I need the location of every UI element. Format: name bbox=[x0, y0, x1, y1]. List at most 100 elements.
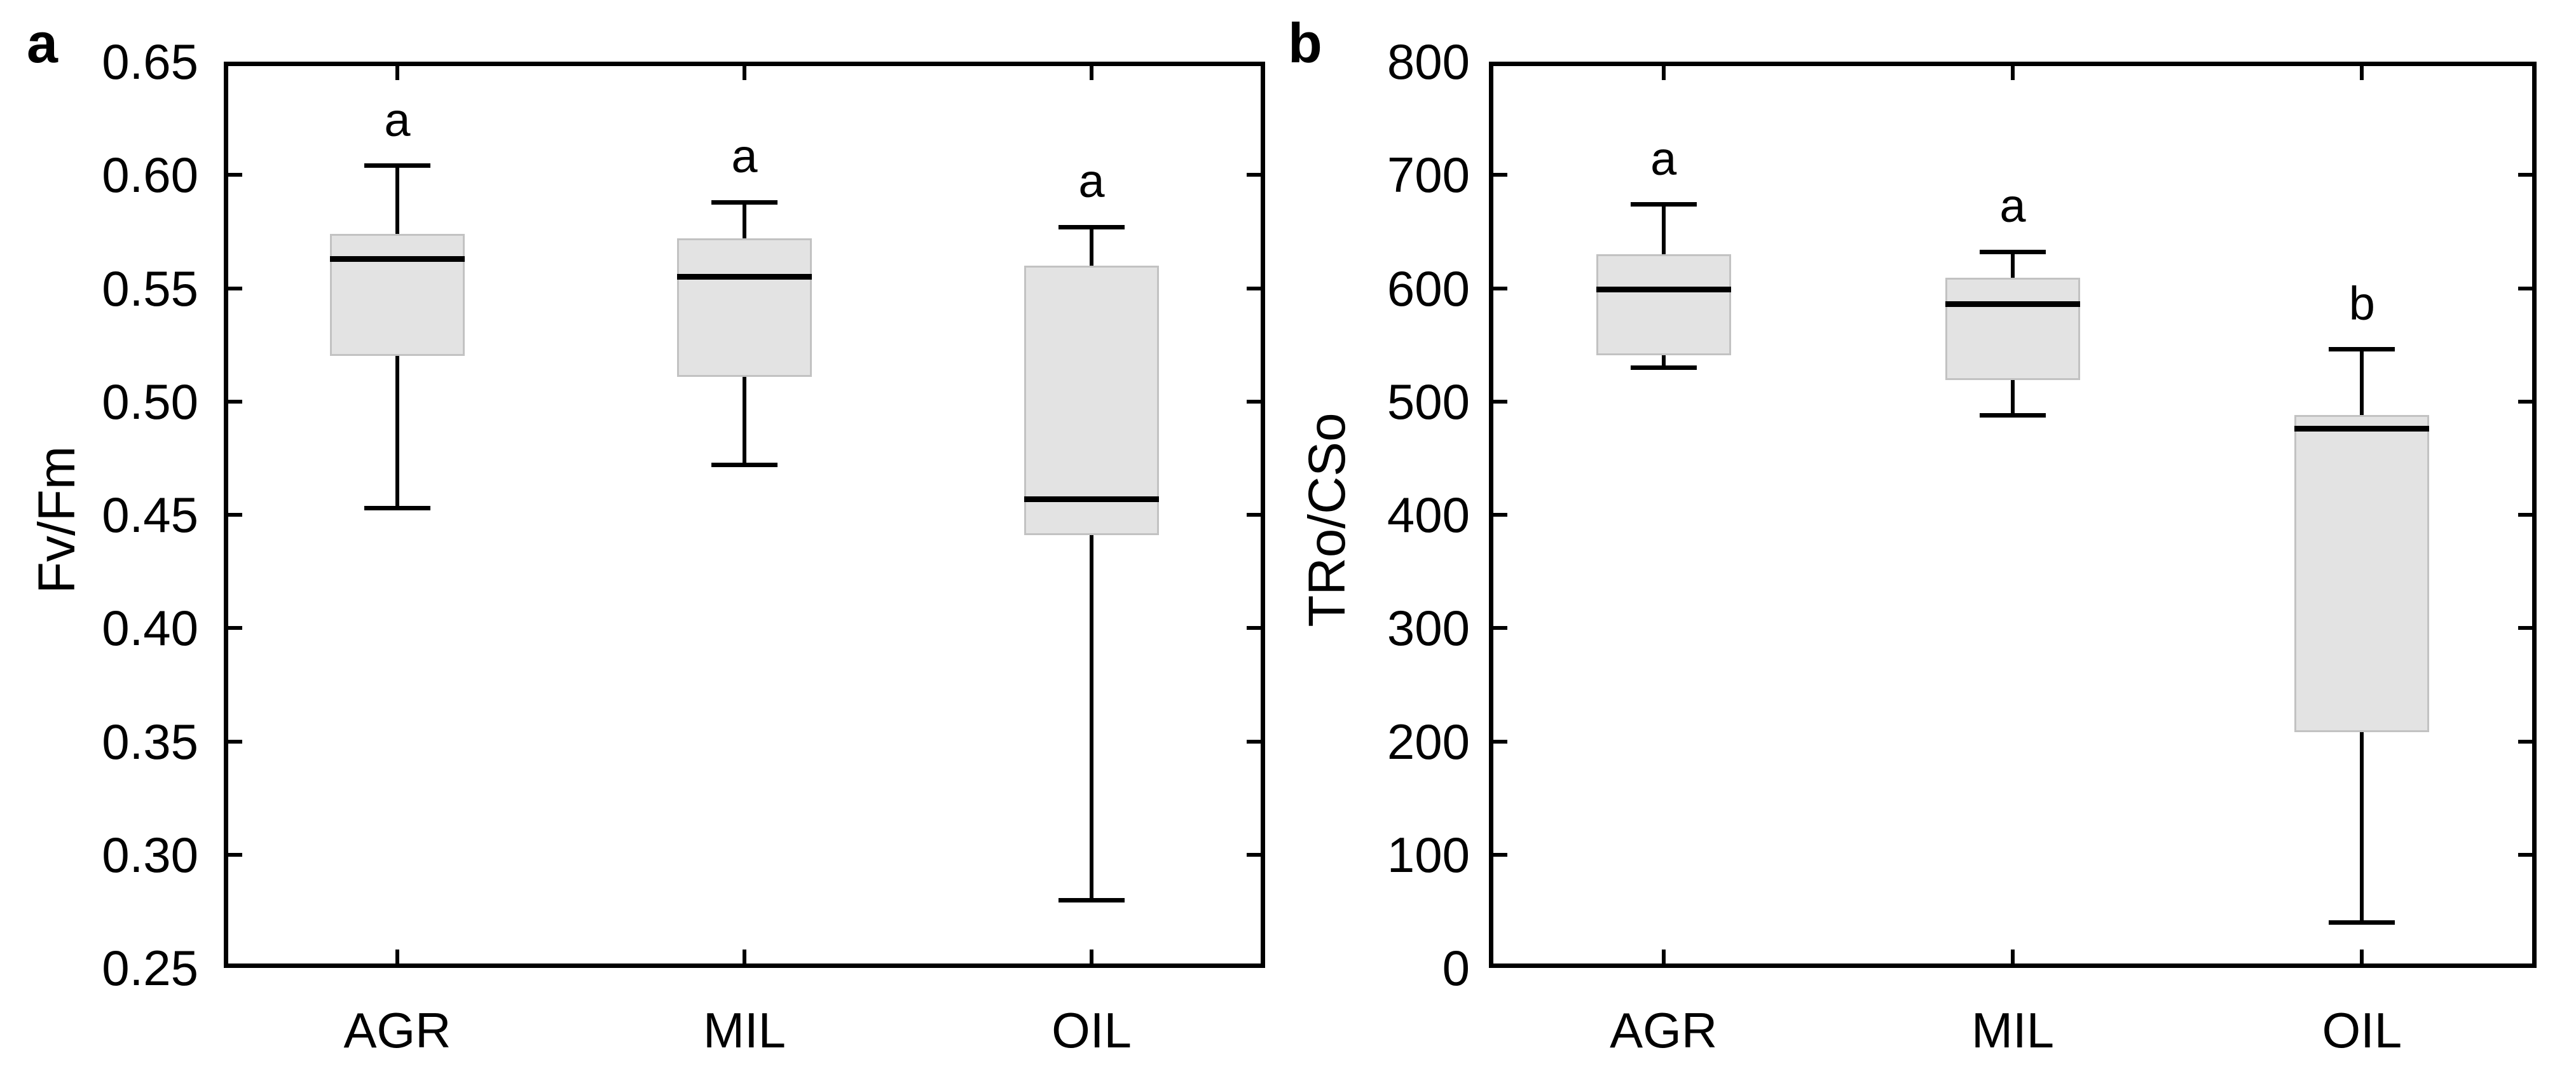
y-tick-mark-left bbox=[1493, 173, 1507, 177]
box-iqr bbox=[677, 238, 812, 377]
y-tick-mark-left bbox=[228, 286, 242, 290]
y-tick-mark-left bbox=[1493, 286, 1507, 290]
y-tick-mark-right bbox=[2518, 739, 2532, 744]
significance-letter: a bbox=[1650, 132, 1677, 185]
box-iqr bbox=[2294, 415, 2430, 733]
x-category-label-mil: MIL bbox=[1971, 1002, 2055, 1058]
whisker-cap-bottom bbox=[2329, 920, 2395, 925]
y-tick-label: 0.45 bbox=[102, 487, 198, 543]
y-tick-mark-right bbox=[1247, 399, 1261, 404]
median-line bbox=[677, 274, 812, 280]
y-tick-label: 0.25 bbox=[102, 940, 198, 996]
whisker-line bbox=[1090, 227, 1093, 901]
y-tick-label: 0.50 bbox=[102, 373, 198, 430]
box-iqr bbox=[1596, 254, 1731, 355]
significance-letter: a bbox=[1078, 154, 1105, 208]
x-tick-mark-bottom bbox=[743, 950, 746, 963]
y-tick-mark-left bbox=[228, 173, 242, 177]
y-tick-label: 700 bbox=[1387, 147, 1470, 203]
y-tick-label: 0.40 bbox=[102, 600, 198, 657]
y-tick-mark-right bbox=[2518, 399, 2532, 404]
whisker-cap-top bbox=[2329, 347, 2395, 352]
y-tick-mark-left bbox=[228, 739, 242, 744]
y-tick-mark-right bbox=[1247, 513, 1261, 517]
x-tick-mark-bottom bbox=[2011, 950, 2015, 963]
x-category-label-agr: AGR bbox=[1610, 1002, 1718, 1058]
y-tick-label: 100 bbox=[1387, 826, 1470, 883]
x-category-label-oil: OIL bbox=[2322, 1002, 2402, 1058]
y-tick-mark-right bbox=[1247, 626, 1261, 630]
x-tick-mark-top bbox=[395, 66, 399, 80]
y-tick-label: 200 bbox=[1387, 713, 1470, 770]
y-tick-mark-right bbox=[1247, 173, 1261, 177]
y-tick-label: 0 bbox=[1442, 940, 1470, 996]
whisker-cap-bottom bbox=[1058, 897, 1125, 902]
x-tick-mark-bottom bbox=[2360, 950, 2364, 963]
whisker-cap-top bbox=[364, 163, 430, 168]
y-tick-mark-left bbox=[228, 626, 242, 630]
plot-area-a bbox=[224, 62, 1265, 968]
y-tick-label: 300 bbox=[1387, 600, 1470, 657]
y-tick-mark-left bbox=[1493, 739, 1507, 744]
y-tick-label: 400 bbox=[1387, 487, 1470, 543]
y-tick-mark-right bbox=[2518, 173, 2532, 177]
x-tick-mark-bottom bbox=[395, 950, 399, 963]
median-line bbox=[2294, 426, 2430, 432]
y-tick-label: 0.65 bbox=[102, 34, 198, 90]
x-tick-mark-bottom bbox=[1661, 950, 1666, 963]
y-tick-mark-right bbox=[2518, 852, 2532, 857]
whisker-cap-top bbox=[1058, 224, 1125, 229]
x-tick-mark-top bbox=[1090, 66, 1093, 80]
whisker-cap-bottom bbox=[711, 463, 778, 468]
median-line bbox=[1596, 286, 1731, 292]
whisker-cap-top bbox=[711, 200, 778, 205]
median-line bbox=[330, 255, 465, 262]
y-tick-mark-left bbox=[228, 852, 242, 857]
whisker-cap-bottom bbox=[1630, 365, 1697, 370]
y-tick-mark-right bbox=[1247, 852, 1261, 857]
box-iqr bbox=[1024, 265, 1159, 536]
significance-letter: a bbox=[731, 130, 758, 183]
y-tick-mark-right bbox=[2518, 286, 2532, 290]
box-iqr bbox=[330, 233, 465, 357]
x-category-label-oil: OIL bbox=[1052, 1002, 1132, 1058]
whisker-cap-bottom bbox=[364, 505, 430, 510]
whisker-cap-top bbox=[1630, 202, 1697, 207]
y-tick-mark-right bbox=[1247, 739, 1261, 744]
y-tick-label: 0.55 bbox=[102, 260, 198, 317]
plot-area-b bbox=[1489, 62, 2537, 968]
box-iqr bbox=[1945, 278, 2080, 380]
panel-label-b: b bbox=[1288, 11, 1322, 74]
y-tick-label: 800 bbox=[1387, 34, 1470, 90]
y-tick-mark-right bbox=[1247, 286, 1261, 290]
y-tick-label: 600 bbox=[1387, 260, 1470, 317]
whisker-cap-bottom bbox=[1980, 412, 2046, 418]
significance-letter: a bbox=[384, 93, 411, 146]
y-tick-mark-left bbox=[1493, 513, 1507, 517]
x-tick-mark-top bbox=[743, 66, 746, 80]
y-tick-mark-left bbox=[228, 399, 242, 404]
y-tick-label: 0.30 bbox=[102, 826, 198, 883]
y-tick-mark-left bbox=[228, 513, 242, 517]
panel-label-a: a bbox=[27, 11, 58, 74]
x-tick-mark-top bbox=[2360, 66, 2364, 80]
y-tick-mark-left bbox=[1493, 852, 1507, 857]
y-tick-label: 0.60 bbox=[102, 147, 198, 203]
median-line bbox=[1945, 301, 2080, 307]
y-tick-mark-right bbox=[2518, 626, 2532, 630]
significance-letter: a bbox=[1999, 179, 2026, 233]
median-line bbox=[1024, 496, 1159, 502]
x-tick-mark-top bbox=[1661, 66, 1666, 80]
whisker-cap-top bbox=[1980, 249, 2046, 254]
x-tick-mark-bottom bbox=[1090, 950, 1093, 963]
significance-letter: b bbox=[2348, 276, 2375, 330]
y-tick-label: 0.35 bbox=[102, 713, 198, 770]
x-category-label-agr: AGR bbox=[343, 1002, 451, 1058]
x-category-label-mil: MIL bbox=[702, 1002, 786, 1058]
y-tick-mark-right bbox=[2518, 513, 2532, 517]
y-tick-label: 500 bbox=[1387, 373, 1470, 430]
y-tick-mark-left bbox=[1493, 399, 1507, 404]
x-tick-mark-top bbox=[2011, 66, 2015, 80]
y-tick-mark-left bbox=[1493, 626, 1507, 630]
